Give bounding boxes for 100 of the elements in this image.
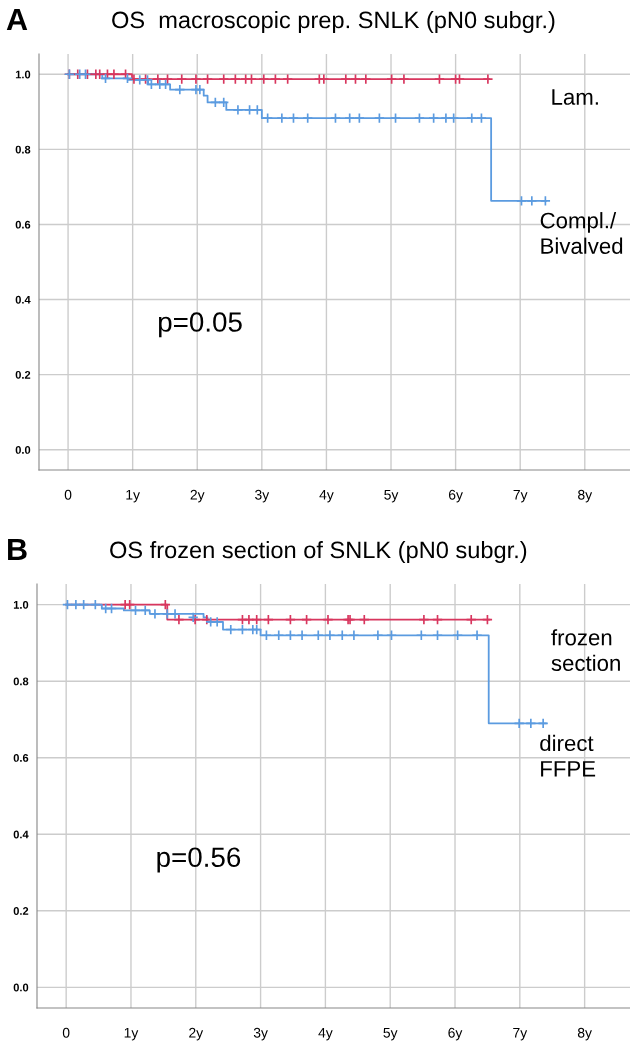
point: [162, 73, 174, 85]
point: [218, 96, 230, 108]
x-tick-label: 2y: [189, 1027, 204, 1041]
point: [360, 73, 372, 85]
annotation: p=0.56: [157, 847, 241, 873]
point: [176, 73, 188, 85]
point: [159, 599, 171, 611]
point: [236, 624, 248, 636]
point: [202, 73, 214, 85]
y-tick-label: 0.6: [13, 754, 29, 762]
x-tick-label: 7y: [513, 489, 528, 503]
point: [108, 68, 120, 80]
point: [174, 84, 186, 96]
y-tick-label: 0.0: [15, 445, 31, 454]
point: [428, 112, 440, 124]
point: [130, 604, 142, 616]
point: [432, 614, 444, 626]
point: [139, 604, 151, 616]
point: [160, 78, 172, 90]
point: [302, 112, 314, 124]
y-tick-label: 0.4: [13, 830, 29, 839]
point: [415, 629, 427, 641]
point: [433, 73, 445, 85]
x-tick-label: 3y: [253, 1027, 268, 1041]
point: [466, 112, 478, 124]
point: [418, 614, 430, 626]
point: [269, 73, 281, 85]
point: [258, 73, 270, 85]
x-tick-label: 1y: [124, 1027, 139, 1041]
point: [173, 614, 185, 626]
point: [513, 717, 525, 729]
text: A: [6, 8, 28, 30]
point: [284, 614, 296, 626]
point: [243, 614, 255, 626]
point: [229, 73, 241, 85]
point: [262, 614, 274, 626]
point: [358, 614, 370, 626]
x-tick-label: 6y: [448, 489, 463, 503]
point: [282, 73, 294, 85]
point: [482, 73, 494, 85]
x-tick-label: 0: [64, 489, 72, 500]
point: [145, 78, 157, 90]
x-tick-label: 0: [62, 1027, 70, 1038]
point: [262, 112, 274, 124]
x-tick-label: 1y: [126, 489, 140, 503]
y-tick-label: 0.8: [15, 145, 31, 154]
point: [100, 72, 112, 84]
point: [539, 195, 551, 207]
point: [161, 608, 173, 620]
point: [344, 112, 356, 124]
point: [448, 112, 460, 124]
point: [537, 717, 549, 729]
text: B: [8, 538, 27, 560]
point: [246, 73, 257, 85]
point: [152, 73, 164, 85]
y-tick-label: 0.2: [13, 907, 29, 915]
point: [209, 96, 221, 108]
point: [121, 72, 133, 84]
point: [413, 112, 425, 124]
point: [70, 599, 82, 611]
y-tick-label: 1.0: [13, 600, 29, 609]
x-tick-label: 4y: [319, 489, 334, 503]
point: [452, 629, 464, 641]
x-tick-label: 8y: [578, 489, 593, 503]
point: [273, 629, 285, 641]
point: [78, 599, 90, 611]
x-tick-label: 4y: [318, 1027, 333, 1041]
point: [340, 73, 352, 85]
point: [225, 624, 237, 636]
x-tick-label: 6y: [448, 1027, 463, 1041]
point: [128, 73, 140, 85]
y-tick-label: 0.0: [13, 983, 29, 992]
point: [353, 112, 365, 124]
chart-title: OS frozen section of SNLK (pN0 subgr.): [110, 540, 527, 564]
point: [386, 629, 397, 641]
chart-title: OS macroscopic prep. SNLK (pN0 subgr.): [112, 11, 555, 34]
point: [284, 629, 296, 641]
point: [251, 614, 263, 626]
point: [201, 614, 213, 626]
point: [301, 614, 313, 626]
point: [190, 73, 202, 85]
y-tick-label: 0.2: [15, 370, 31, 379]
x-tick-label: 5y: [383, 1027, 398, 1041]
point: [218, 73, 230, 85]
point: [432, 629, 444, 641]
series-label: Compl./ Bivalved: [540, 212, 623, 254]
point: [373, 112, 385, 124]
point: [386, 73, 398, 85]
y-tick-label: 0.6: [15, 220, 31, 229]
point: [390, 112, 402, 124]
y-tick-label: 1.0: [15, 70, 31, 79]
x-tick-label: 5y: [384, 489, 399, 503]
text: Lam.: [552, 89, 598, 105]
point: [89, 599, 101, 611]
x-tick-label: 7y: [513, 1027, 528, 1041]
point: [465, 614, 477, 626]
point: [312, 629, 324, 641]
series-label: direct FFPE: [540, 734, 596, 777]
point: [481, 614, 493, 626]
annotation: p=0.05: [158, 312, 242, 338]
